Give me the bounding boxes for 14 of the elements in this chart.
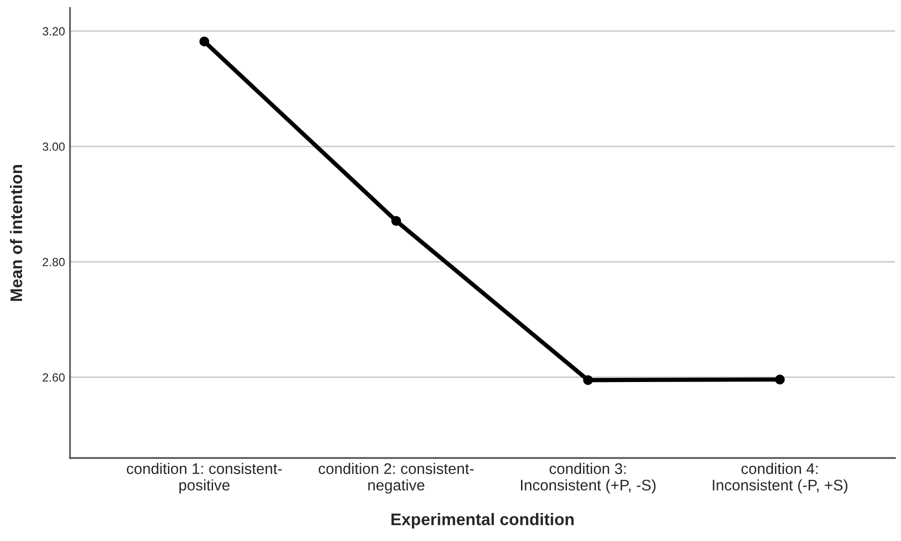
y-axis-title: Mean of intention: [10, 165, 22, 301]
point: [391, 216, 402, 226]
x-tick-label: condition 1: consistent- positive: [126, 462, 282, 494]
point: [583, 375, 593, 385]
x-tick-label: condition 3: Inconsistent (+P, -S): [521, 462, 656, 494]
y-tick-label: 2.80: [42, 258, 65, 266]
x-axis-title: Experimental condition: [391, 513, 574, 529]
point: [775, 374, 785, 384]
y-tick-label: 3.00: [42, 142, 65, 151]
x-tick-label: condition 4: Inconsistent (-P, +S): [712, 462, 848, 494]
x-tick-label: condition 2: consistent- negative: [318, 462, 474, 494]
y-tick-label: 2.60: [42, 373, 65, 382]
point: [199, 36, 210, 46]
y-tick-label: 3.20: [42, 27, 65, 36]
